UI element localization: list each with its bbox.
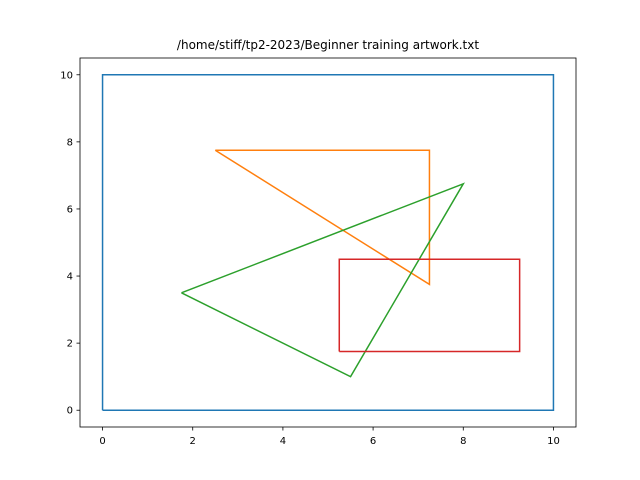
x-tick-label: 0 bbox=[99, 436, 105, 447]
y-tick-label: 4 bbox=[67, 272, 73, 283]
x-tick-label: 6 bbox=[370, 436, 376, 447]
plot-frame bbox=[79, 57, 577, 428]
chart-title: /home/stiff/tp2-2023/Beginner training a… bbox=[177, 38, 479, 52]
series-line-3 bbox=[181, 182, 465, 378]
y-tick-label: 8 bbox=[67, 137, 73, 148]
series-layer bbox=[101, 74, 555, 411]
series-line-2 bbox=[214, 149, 431, 286]
y-tick-label: 0 bbox=[67, 406, 73, 417]
x-tick-label: 10 bbox=[547, 436, 560, 447]
y-tick-label: 6 bbox=[67, 204, 73, 215]
series-line-1 bbox=[101, 74, 555, 411]
y-tick-label: 10 bbox=[60, 70, 73, 81]
series-line-4 bbox=[338, 258, 521, 353]
x-tick-label: 8 bbox=[460, 436, 466, 447]
x-tick-label: 4 bbox=[280, 436, 286, 447]
x-tick-label: 2 bbox=[190, 436, 196, 447]
y-tick-label: 2 bbox=[67, 339, 73, 350]
axes-layer: 0 2 4 6 8 10 0 2 4 6 8 10 bbox=[60, 57, 577, 447]
